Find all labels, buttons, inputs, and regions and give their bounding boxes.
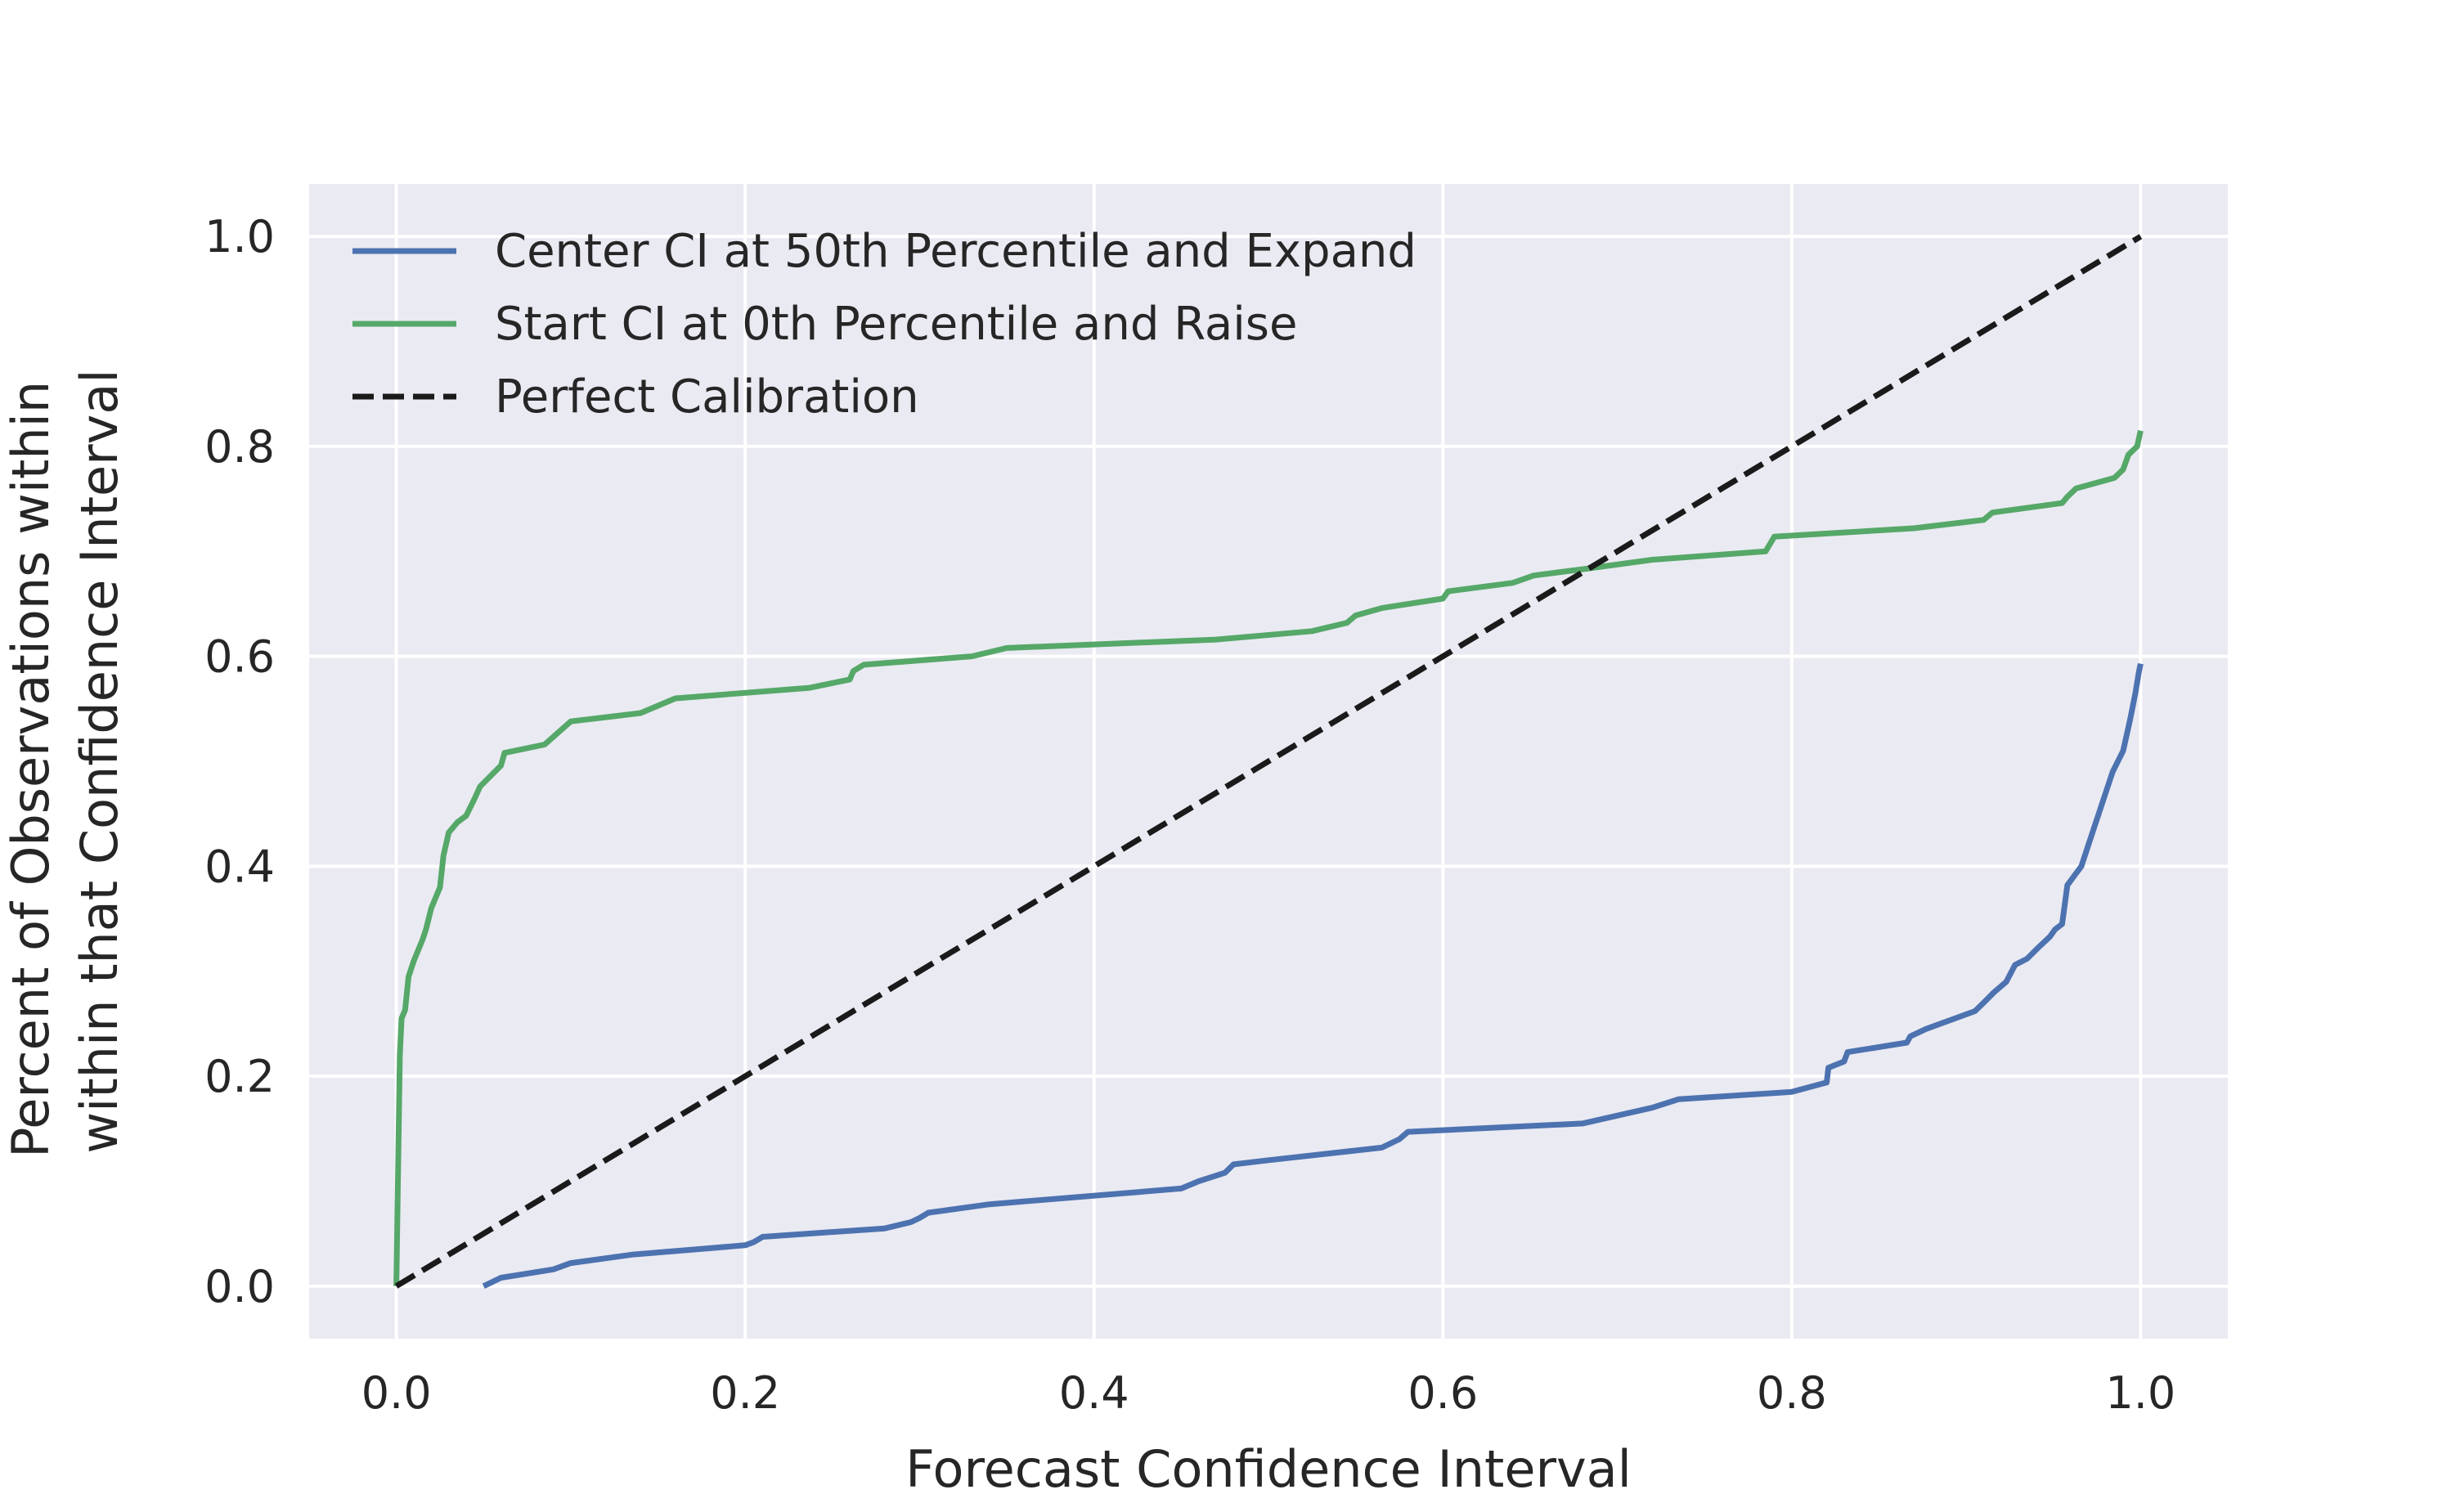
y-axis-label: Percent of Observations within within th… xyxy=(1,365,129,1158)
x-tick-label: 0.4 xyxy=(1059,1367,1129,1419)
series-line-0 xyxy=(482,662,2144,1289)
series-line-2 xyxy=(394,234,2143,1289)
x-tick-label: 0.6 xyxy=(1408,1367,1478,1419)
y-tick-label: 0.0 xyxy=(204,1261,275,1312)
y-tick-label: 1.0 xyxy=(204,211,275,262)
y-tick-label: 0.4 xyxy=(204,841,275,892)
y-tick-label: 0.8 xyxy=(204,421,275,473)
y-axis-label-line-1: Percent of Observations within xyxy=(1,381,61,1158)
x-tick-labels: 0.0 0.2 0.4 0.6 0.8 1.0 xyxy=(361,1367,2176,1419)
legend: Center CI at 50th Percentile and Expand … xyxy=(352,225,1417,424)
legend-label-perfect-calibration: Perfect Calibration xyxy=(495,370,919,424)
x-tick-label: 0.0 xyxy=(361,1367,432,1419)
y-tick-labels: 0.0 0.2 0.4 0.6 0.8 1.0 xyxy=(204,211,275,1312)
grid xyxy=(309,184,2228,1339)
y-axis-label-line-2: within that Confidence Interval xyxy=(70,369,129,1153)
series-layer xyxy=(393,234,2144,1289)
x-axis-label: Forecast Confidence Interval xyxy=(905,1439,1632,1499)
x-tick-label: 0.8 xyxy=(1757,1367,1827,1419)
y-tick-label: 0.2 xyxy=(204,1051,275,1102)
legend-label-start-ci: Start CI at 0th Percentile and Raise xyxy=(495,298,1297,351)
legend-label-center-ci: Center CI at 50th Percentile and Expand xyxy=(495,225,1417,278)
series-line-1 xyxy=(393,429,2144,1286)
x-tick-label: 0.2 xyxy=(710,1367,780,1419)
x-tick-label: 1.0 xyxy=(2105,1367,2175,1419)
y-tick-label: 0.6 xyxy=(204,631,275,683)
